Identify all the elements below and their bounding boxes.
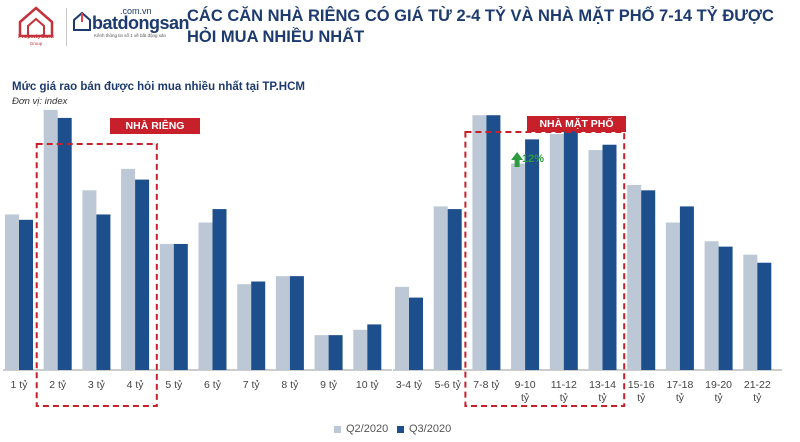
bar-nha-mat-pho-q3-9: [757, 262, 772, 370]
unit-label: Đơn vị: index: [12, 96, 68, 107]
bar-nha-rieng-q2-6: [237, 284, 252, 370]
bar-nha-mat-pho-q3-1: [447, 209, 462, 370]
bar-nha-rieng-q3-6: [251, 281, 266, 370]
bar-nha-mat-pho-q3-5: [602, 144, 617, 370]
tick-label-nha-mat-pho-6: 15-16 tỷ: [628, 379, 655, 404]
chart-title-nha-rieng: NHÀ RIÊNG: [110, 118, 200, 134]
bar-nha-rieng-q2-0: [5, 214, 19, 370]
legend-swatch-q3: [397, 425, 404, 433]
bar-nha-mat-pho-q2-6: [627, 184, 642, 370]
propertyguru-logo-sub: Group: [29, 41, 43, 46]
bar-nha-mat-pho-q3-3: [525, 139, 540, 370]
tick-label-nha-rieng-7: 8 tỷ: [281, 379, 299, 391]
bar-nha-mat-pho-q2-1: [433, 206, 448, 370]
tick-label-nha-mat-pho-5: 13-14 tỷ: [589, 379, 616, 404]
tick-label-nha-mat-pho-7: 17-18 tỷ: [666, 379, 693, 404]
tick-label-nha-mat-pho-4: 11-12 tỷ: [551, 379, 577, 404]
bar-nha-rieng-q2-3: [121, 168, 136, 370]
tick-label-nha-mat-pho-9: 21-22 tỷ: [744, 379, 771, 404]
chart-subtitle: Mức giá rao bán được hỏi mua nhiều nhất …: [12, 81, 305, 93]
tick-label-nha-mat-pho-3: 9-10 tỷ: [515, 379, 536, 404]
growth-arrow-icon: [511, 152, 524, 167]
bar-nha-mat-pho-q3-2: [486, 115, 501, 371]
growth-annotation: 12%: [522, 153, 545, 165]
bar-nha-rieng-q3-5: [212, 209, 227, 370]
tick-label-nha-rieng-9: 10 tỷ: [356, 379, 380, 391]
bar-nha-mat-pho-q3-6: [641, 190, 656, 370]
bar-nha-rieng-q3-7: [289, 276, 304, 370]
tick-label-nha-rieng-5: 6 tỷ: [204, 379, 222, 391]
header-bar: [0, 0, 800, 56]
batdongsan-logo-icon: [73, 11, 91, 31]
bar-nha-mat-pho-q2-5: [588, 150, 603, 370]
bar-nha-mat-pho-q3-0: [409, 297, 423, 370]
bar-nha-mat-pho-q2-8: [704, 241, 719, 370]
bar-nha-mat-pho-q2-4: [549, 134, 564, 370]
bar-nha-rieng-q2-9: [353, 329, 368, 370]
bar-nha-mat-pho-q2-0: [395, 286, 409, 370]
bar-nha-mat-pho-q3-4: [563, 131, 578, 370]
bar-nha-rieng-q3-1: [57, 117, 72, 370]
batdongsan-logo-name: batdongsan: [92, 13, 190, 33]
bar-nha-rieng-q3-8: [328, 335, 343, 370]
batdongsan-logo-domain: .com.vn: [120, 6, 152, 16]
bar-nha-rieng-q2-2: [82, 190, 97, 370]
legend-label-q3: Q3/2020: [409, 423, 452, 435]
legend-item-q3: Q3/2020: [397, 423, 451, 435]
propertyguru-logo: [18, 6, 54, 38]
bar-nha-mat-pho-q2-9: [743, 254, 758, 370]
bar-nha-rieng-q3-2: [96, 214, 111, 370]
legend-swatch-q2: [334, 425, 341, 433]
tick-label-nha-rieng-4: 5 tỷ: [165, 379, 183, 391]
bar-nha-rieng-q2-4: [159, 243, 174, 370]
bar-nha-rieng-q3-3: [135, 179, 150, 370]
bar-nha-rieng-q2-7: [275, 276, 290, 370]
bar-nha-rieng-q2-1: [43, 109, 58, 370]
tick-label-nha-rieng-6: 7 tỷ: [243, 379, 261, 391]
highlight-box-nha-mat-pho: [464, 131, 626, 407]
tick-label-nha-rieng-2: 3 tỷ: [88, 379, 106, 391]
bar-nha-rieng-q3-9: [367, 324, 382, 370]
tick-label-nha-mat-pho-0: 3-4 tỷ: [396, 379, 423, 391]
bar-nha-rieng-q3-0: [19, 219, 33, 370]
bar-nha-rieng-q3-4: [173, 243, 188, 370]
page-title: CÁC CĂN NHÀ RIÊNG CÓ GIÁ TỪ 2-4 TỶ VÀ NH…: [187, 7, 774, 46]
bar-nha-rieng-q2-8: [314, 335, 329, 370]
legend-label-q2: Q2/2020: [346, 423, 389, 435]
chart-title-nha-mat-pho: NHÀ MẶT PHỐ: [527, 116, 626, 132]
bar-nha-mat-pho-q3-7: [679, 206, 694, 370]
propertyguru-logo-text: PropertyGuru: [18, 34, 54, 40]
tick-label-nha-rieng-0: 1 tỷ: [11, 379, 29, 391]
tick-label-nha-rieng-3: 4 tỷ: [127, 379, 145, 391]
tick-label-nha-rieng-8: 9 tỷ: [320, 379, 338, 391]
bar-nha-rieng-q2-5: [198, 222, 213, 370]
tick-label-nha-rieng-1: 2 tỷ: [49, 379, 67, 391]
bar-nha-mat-pho-q2-7: [665, 222, 680, 370]
batdongsan-logo-slogan: Kênh thông tin số 1 về bất động sản: [94, 33, 167, 38]
bar-nha-mat-pho-q2-3: [511, 163, 526, 370]
bar-nha-mat-pho-q2-2: [472, 115, 487, 371]
legend-item-q2: Q2/2020: [334, 423, 388, 435]
logo-divider: [66, 8, 67, 46]
tick-label-nha-mat-pho-8: 19-20 tỷ: [705, 379, 732, 404]
tick-label-nha-mat-pho-2: 7-8 tỷ: [473, 379, 500, 391]
bar-nha-mat-pho-q3-8: [718, 246, 733, 370]
highlight-box-nha-rieng: [35, 143, 158, 407]
tick-label-nha-mat-pho-1: 5-6 tỷ: [435, 379, 462, 391]
